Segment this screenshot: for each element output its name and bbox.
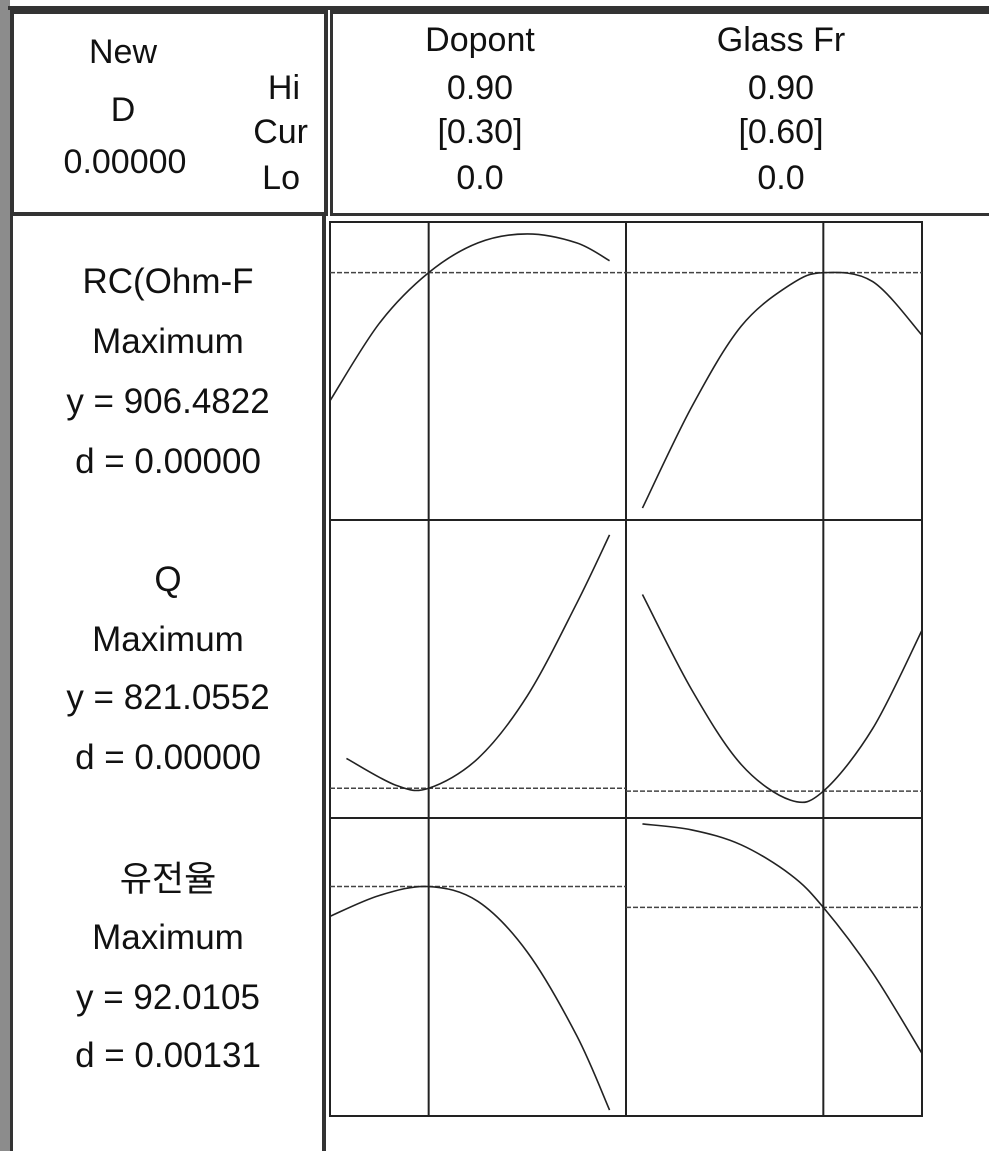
response-name-rc: RC(Ohm-F bbox=[82, 262, 254, 301]
cur-label: Cur bbox=[253, 113, 308, 151]
panel-frame bbox=[329, 221, 627, 521]
response-column-frame bbox=[10, 10, 326, 1151]
factor-name-dopont: Dopont bbox=[425, 21, 535, 59]
response-d-rc: d = 0.00000 bbox=[75, 442, 261, 481]
panel-frame bbox=[329, 817, 627, 1117]
d-value: 0.00000 bbox=[63, 143, 187, 181]
profiler-plot-grid bbox=[329, 221, 923, 1117]
response-curve bbox=[346, 534, 611, 792]
response-d-q: d = 0.00000 bbox=[75, 738, 261, 777]
response-curve bbox=[642, 823, 923, 1054]
factor-header-box bbox=[330, 10, 989, 216]
panel-frame bbox=[329, 519, 627, 819]
response-curve bbox=[329, 885, 611, 1111]
factor-cur-dopont[interactable]: [0.30] bbox=[437, 113, 523, 151]
lo-label: Lo bbox=[262, 159, 300, 197]
response-curve bbox=[641, 271, 923, 509]
hi-label: Hi bbox=[267, 69, 300, 107]
response-curve bbox=[329, 233, 610, 402]
factor-name-glass: Glass Fr bbox=[716, 21, 846, 59]
factor-lo-glass: 0.0 bbox=[757, 159, 805, 197]
response-curve bbox=[641, 594, 923, 804]
factor-hi-glass: 0.90 bbox=[747, 69, 815, 107]
response-name-permittivity: 유전율 bbox=[119, 860, 217, 899]
factor-hi-dopont: 0.90 bbox=[446, 69, 514, 107]
response-goal-q: Maximum bbox=[92, 620, 244, 659]
response-goal-permittivity: Maximum bbox=[92, 918, 244, 957]
factor-cur-glass[interactable]: [0.60] bbox=[738, 113, 824, 151]
factor-lo-dopont: 0.0 bbox=[456, 159, 504, 197]
response-y-permittivity: y = 92.0105 bbox=[76, 978, 260, 1017]
top-border bbox=[8, 6, 989, 10]
panel-frame bbox=[625, 519, 923, 819]
response-y-rc: y = 906.4822 bbox=[66, 382, 270, 421]
panel-frame bbox=[625, 221, 923, 521]
left-shadow-bar bbox=[0, 0, 10, 1151]
response-d-permittivity: d = 0.00131 bbox=[75, 1036, 261, 1075]
d-label: D bbox=[110, 91, 136, 129]
response-y-q: y = 821.0552 bbox=[66, 678, 270, 717]
response-name-q: Q bbox=[154, 560, 182, 599]
desirability-header-box bbox=[10, 10, 328, 216]
response-goal-rc: Maximum bbox=[92, 322, 244, 361]
new-label: New bbox=[88, 33, 158, 71]
panel-frame bbox=[625, 817, 923, 1117]
